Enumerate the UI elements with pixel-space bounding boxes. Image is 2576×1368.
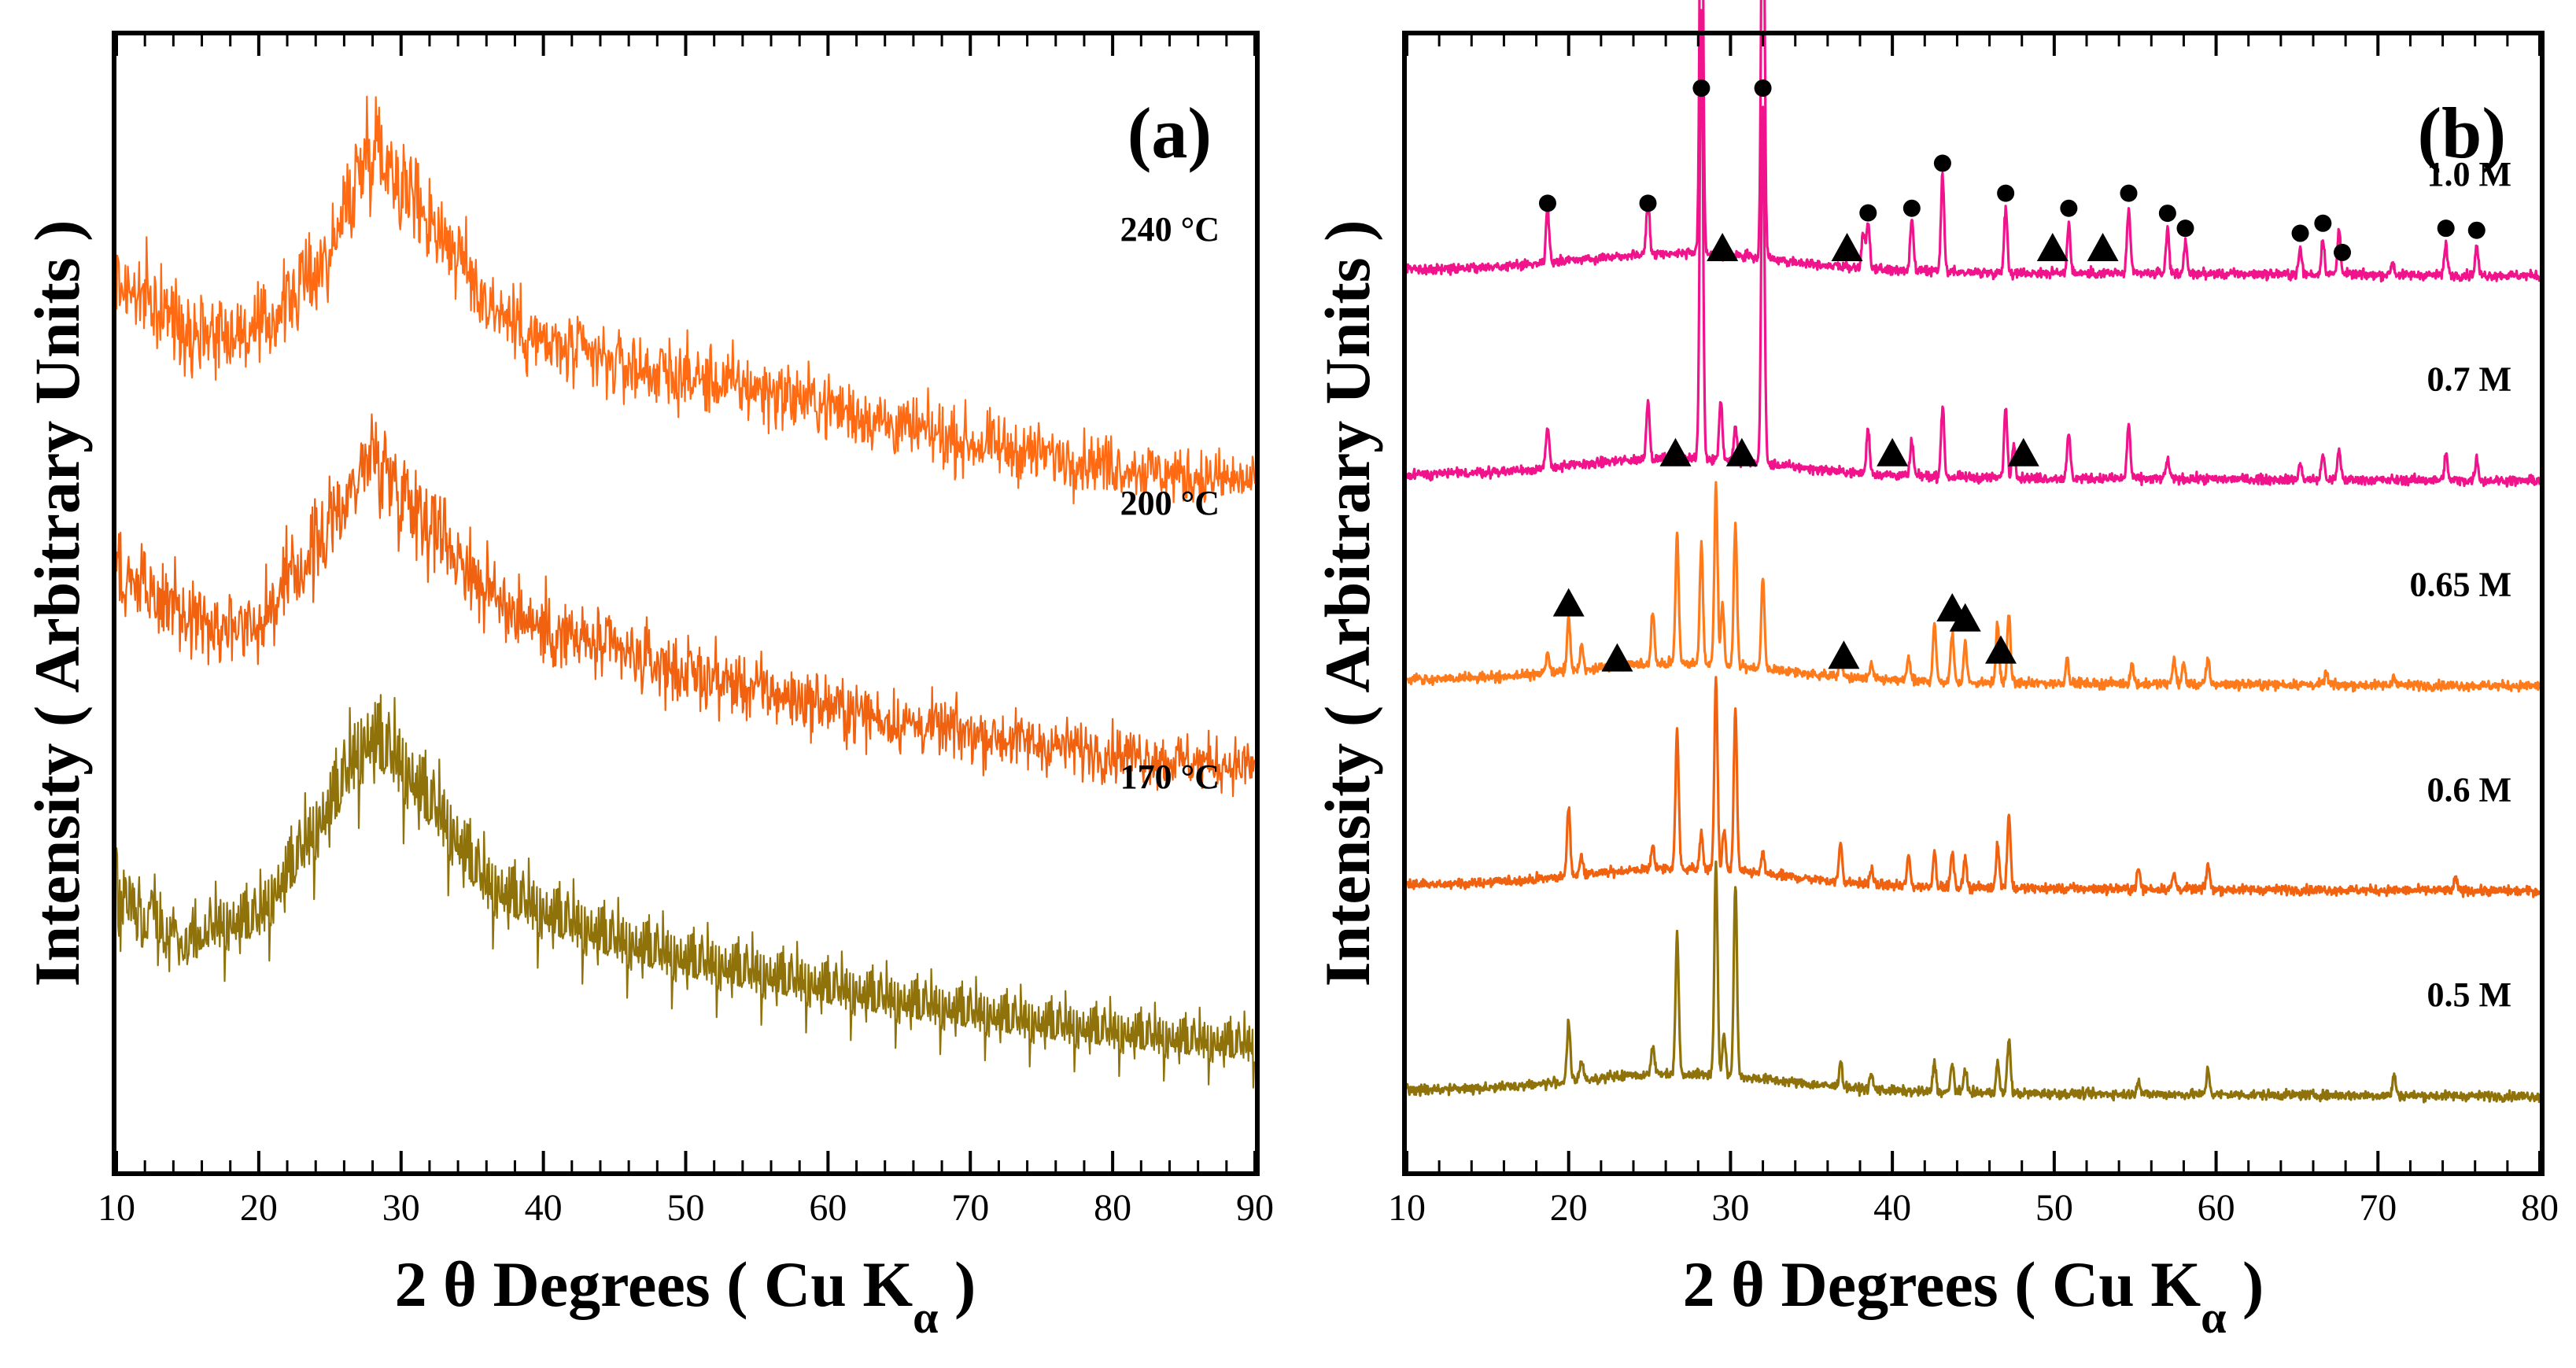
phase-marker-circle <box>1639 194 1657 212</box>
x-tick-label: 10 <box>98 1187 135 1229</box>
phase-marker-circle <box>1538 194 1556 212</box>
series-line-240C <box>115 95 1257 505</box>
x-tick-label: 30 <box>382 1187 420 1229</box>
panel-a-frame <box>112 31 1260 1176</box>
series-line-06M <box>1405 676 2541 898</box>
phase-marker-circle <box>2176 219 2194 238</box>
series-label: 0.6 M <box>2427 770 2511 809</box>
panel-a: 10 20 30 40 50 60 70 80 90 (a) 240 °C 200 °C 170 °… <box>21 31 1274 1343</box>
phase-marker-circle <box>2467 221 2486 239</box>
phase-marker-circle <box>2437 219 2455 238</box>
x-tick-label: 70 <box>2359 1187 2397 1229</box>
phase-marker-triangle <box>1707 232 1739 261</box>
phase-marker-circle <box>1997 184 2015 202</box>
phase-marker-triangle <box>1984 635 2017 664</box>
panel-a-y-axis-title: Intensity ( Arbitrary Units ) <box>21 220 93 987</box>
x-tick-label: 90 <box>1236 1187 1274 1229</box>
panel-b: 10 20 30 40 50 60 70 80 (b) 1.0 M 0.7 M 0.65 M 0.6… <box>1312 0 2559 1343</box>
series-label: 200 °C <box>1120 484 1220 522</box>
series-label: 0.7 M <box>2427 360 2511 399</box>
phase-marker-triangle <box>1831 232 1863 261</box>
panel-a-x-axis-title: 2 θ Degrees ( Cu Kα ) <box>395 1248 976 1343</box>
series-line-07M <box>1405 9 2541 488</box>
phase-marker-circle <box>1859 204 1877 222</box>
phase-marker-triangle <box>1725 437 1758 466</box>
phase-marker-triangle <box>1877 437 1909 466</box>
phase-marker-circle <box>1754 79 1772 98</box>
series-label: 0.65 M <box>2409 565 2511 603</box>
phase-marker-triangle <box>2036 232 2069 261</box>
phase-marker-triangle <box>2087 232 2119 261</box>
phase-marker-triangle <box>1552 588 1585 617</box>
series-line-200C <box>115 413 1257 798</box>
panel-b-frame <box>1402 31 2545 1176</box>
phase-marker-circle <box>1902 199 1921 217</box>
phase-marker-triangle <box>2007 437 2039 466</box>
x-tick-label: 20 <box>240 1187 278 1229</box>
panel-a-traces <box>115 95 1257 1089</box>
x-tick-label: 50 <box>2035 1187 2073 1229</box>
panel-b-x-axis-title: 2 θ Degrees ( Cu Kα ) <box>1683 1248 2264 1343</box>
x-tick-label: 80 <box>2521 1187 2559 1229</box>
series-label: 0.5 M <box>2427 975 2511 1014</box>
series-line-170C <box>115 694 1257 1089</box>
x-tick-label: 10 <box>1388 1187 1426 1229</box>
panel-b-series-labels: 1.0 M 0.7 M 0.65 M 0.6 M 0.5 M <box>2409 155 2511 1014</box>
phase-marker-circle <box>2120 184 2138 202</box>
panel-a-tag: (a) <box>1127 93 1212 173</box>
x-tick-label: 80 <box>1094 1187 1131 1229</box>
series-line-05M <box>1405 860 2541 1104</box>
series-label: 1.0 M <box>2427 155 2511 194</box>
x-tick-label: 40 <box>525 1187 563 1229</box>
phase-marker-triangle <box>1659 437 1692 466</box>
phase-marker-triangle <box>1601 643 1633 672</box>
panel-b-traces <box>1405 0 2541 1104</box>
phase-marker-circle <box>2060 199 2078 217</box>
panel-a-x-ticks: 10 20 30 40 50 60 70 80 90 <box>98 35 1274 1229</box>
x-tick-label: 40 <box>1873 1187 1911 1229</box>
phase-marker-circle <box>2314 214 2332 232</box>
phase-marker-circle <box>2158 205 2176 223</box>
x-tick-label: 30 <box>1711 1187 1749 1229</box>
phase-marker-circle <box>2291 224 2309 242</box>
phase-marker-triangle <box>1949 603 1981 632</box>
series-line-065M <box>1405 481 2541 693</box>
series-label: 240 °C <box>1120 210 1220 249</box>
panel-a-series-labels: 240 °C 200 °C 170 °C <box>1120 210 1220 796</box>
panel-b-x-ticks: 10 20 30 40 50 60 70 80 <box>1388 35 2559 1229</box>
panel-b-tag: (b) <box>2418 93 2506 173</box>
panel-b-y-axis-title: Intensity ( Arbitrary Units ) <box>1312 220 1383 987</box>
x-tick-label: 60 <box>2198 1187 2235 1229</box>
phase-marker-circle <box>1692 79 1711 98</box>
series-line-10M <box>1405 0 2541 283</box>
panel-b-phase-markers <box>1538 79 2486 672</box>
phase-marker-triangle <box>1828 640 1860 669</box>
series-label: 170 °C <box>1120 758 1220 796</box>
x-tick-label: 50 <box>667 1187 705 1229</box>
x-tick-label: 70 <box>951 1187 989 1229</box>
phase-marker-circle <box>2334 243 2352 261</box>
x-tick-label: 20 <box>1550 1187 1588 1229</box>
x-tick-label: 60 <box>809 1187 847 1229</box>
phase-marker-circle <box>1933 154 1951 172</box>
